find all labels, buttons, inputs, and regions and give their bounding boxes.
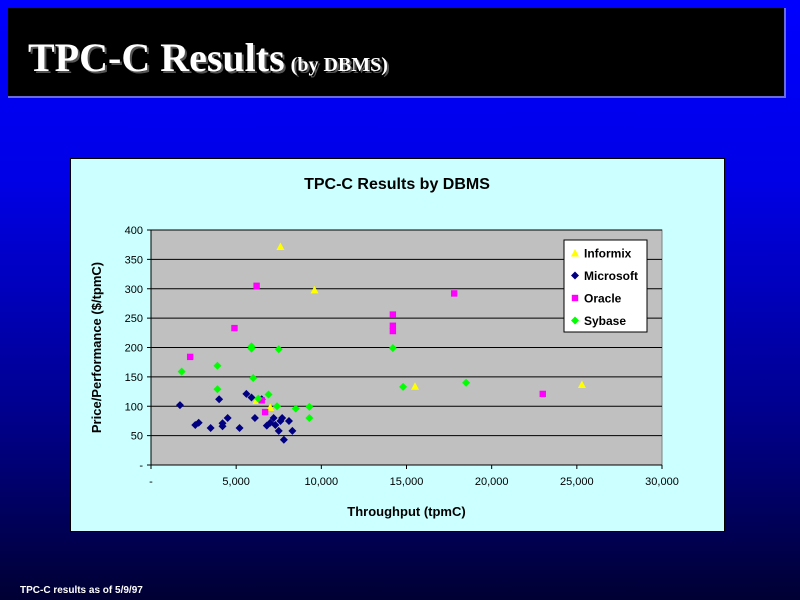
slide-title-main: TPC-C Results xyxy=(28,35,285,80)
point-microsoft xyxy=(175,401,184,410)
point-oracle xyxy=(389,322,397,329)
point-microsoft xyxy=(269,414,278,422)
legend-marker-sybase xyxy=(571,316,579,325)
x-tick-label: - xyxy=(149,476,153,488)
point-microsoft xyxy=(250,414,259,422)
y-tick-label: 350 xyxy=(125,254,143,266)
x-axis-title: Throughput (tpmC) xyxy=(347,504,465,519)
x-tick-label: 10,000 xyxy=(305,476,339,488)
point-microsoft xyxy=(288,426,297,435)
legend-marker-oracle xyxy=(571,294,579,302)
chart-title: TPC-C Results by DBMS xyxy=(304,176,490,193)
point-sybase xyxy=(388,344,397,353)
point-sybase xyxy=(305,414,314,422)
chart-area: TPC-C Results by DBMS - 50 100 150 200 250 300 3… xyxy=(70,158,725,532)
legend-label-sybase: Sybase xyxy=(584,314,626,328)
point-microsoft xyxy=(247,393,256,402)
point-oracle xyxy=(261,408,269,416)
point-sybase xyxy=(177,367,186,376)
y-axis-title: Price/Performance ($/tpmC) xyxy=(89,262,104,433)
point-informix xyxy=(411,382,420,390)
point-microsoft xyxy=(206,423,215,432)
point-sybase xyxy=(273,402,282,411)
slide-title: TPC-C Results (by DBMS) xyxy=(28,34,388,81)
point-sybase xyxy=(291,404,300,413)
point-sybase xyxy=(264,390,273,399)
legend-marker-informix xyxy=(571,249,579,257)
legend-marker-microsoft xyxy=(571,271,579,280)
point-oracle xyxy=(450,290,458,297)
y-tick-label: 250 xyxy=(125,313,143,325)
point-sybase xyxy=(247,344,256,353)
y-tick-label: 400 xyxy=(125,225,143,237)
point-oracle xyxy=(258,397,265,404)
point-sybase xyxy=(462,378,471,387)
point-sybase xyxy=(274,345,283,354)
point-microsoft xyxy=(235,423,244,432)
y-tick-label: 300 xyxy=(125,284,143,296)
y-tick-label: - xyxy=(139,460,143,472)
legend-label-microsoft: Microsoft xyxy=(584,269,638,283)
point-oracle xyxy=(539,390,546,398)
point-microsoft xyxy=(278,414,287,422)
point-microsoft xyxy=(242,389,251,398)
point-microsoft xyxy=(271,421,280,430)
point-oracle xyxy=(389,327,397,335)
point-sybase xyxy=(254,394,263,403)
point-microsoft xyxy=(218,419,227,428)
legend-label-informix: Informix xyxy=(584,247,632,261)
title-bar: TPC-C Results (by DBMS) xyxy=(8,8,786,98)
point-sybase xyxy=(213,361,222,370)
point-informix xyxy=(276,242,285,250)
slide-footer: TPC-C results as of 5/9/97 xyxy=(20,585,143,596)
y-tick-label: 200 xyxy=(125,343,143,355)
point-sybase xyxy=(213,385,222,394)
point-informix xyxy=(577,380,586,389)
point-oracle xyxy=(253,282,260,290)
scatter-chart: TPC-C Results by DBMS - 50 100 150 200 250 300 3… xyxy=(89,176,679,519)
y-tick-label: 150 xyxy=(125,372,143,384)
point-sybase xyxy=(249,374,258,383)
point-microsoft xyxy=(194,418,203,427)
x-tick-label: 25,000 xyxy=(560,476,594,488)
x-tick-label: 30,000 xyxy=(645,476,679,488)
point-oracle xyxy=(186,353,194,361)
legend-label-oracle: Oracle xyxy=(584,292,622,306)
point-oracle xyxy=(389,311,397,318)
point-sybase xyxy=(399,382,408,391)
x-tick-label: 5,000 xyxy=(222,476,250,488)
point-microsoft xyxy=(274,426,283,435)
point-microsoft xyxy=(284,416,293,425)
y-tick-label: 100 xyxy=(125,401,143,413)
point-oracle xyxy=(231,324,238,332)
point-microsoft xyxy=(279,435,288,444)
x-tick-label: 20,000 xyxy=(475,476,509,488)
y-tick-label: 50 xyxy=(131,431,143,443)
point-informix xyxy=(310,285,319,294)
slide-title-subtitle: (by DBMS) xyxy=(290,54,388,76)
point-sybase xyxy=(305,402,314,411)
point-microsoft xyxy=(215,395,224,404)
point-microsoft xyxy=(223,414,232,422)
x-tick-label: 15,000 xyxy=(390,476,424,488)
